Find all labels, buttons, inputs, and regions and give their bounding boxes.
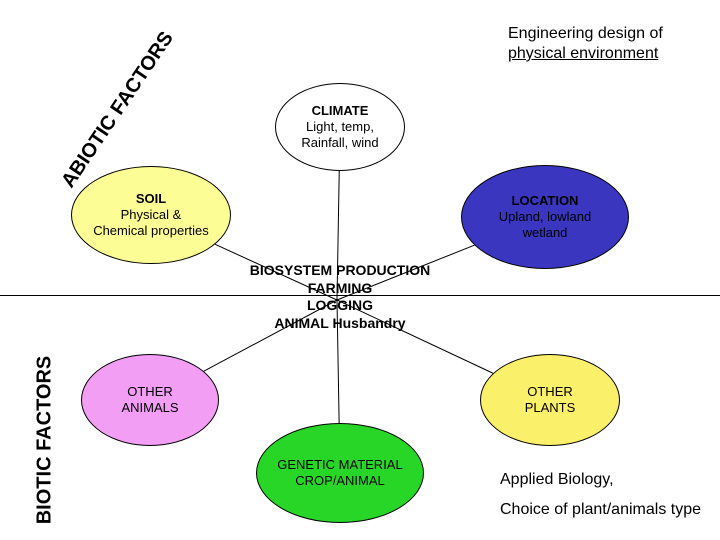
heading-top-right: Engineering design of physical environme…: [508, 24, 663, 64]
node-soil-sub2: Chemical properties: [93, 223, 209, 239]
node-animals-line2: ANIMALS: [121, 400, 178, 416]
caption-br-line1: Applied Biology,: [500, 470, 701, 490]
node-climate-title: CLIMATE: [312, 103, 369, 119]
heading-top-right-line2: physical environment: [508, 44, 663, 64]
node-other-plants: OTHER PLANTS: [480, 354, 620, 446]
center-line2: FARMING: [220, 280, 460, 298]
node-soil-sub1: Physical &: [121, 207, 182, 223]
center-line4: ANIMAL Husbandry: [220, 315, 460, 333]
node-animals-line1: OTHER: [127, 384, 173, 400]
node-plants-line1: OTHER: [527, 384, 573, 400]
center-label: BIOSYSTEM PRODUCTION FARMING LOGGING ANI…: [220, 262, 460, 332]
node-climate-sub2: Rainfall, wind: [301, 135, 378, 151]
heading-top-right-line1: Engineering design of: [508, 24, 663, 44]
node-soil-title: SOIL: [136, 191, 166, 207]
node-genetic-line2: CROP/ANIMAL: [295, 473, 385, 489]
node-location-title: LOCATION: [512, 193, 579, 209]
node-soil: SOIL Physical & Chemical properties: [71, 166, 231, 264]
node-climate-sub1: Light, temp,: [306, 119, 374, 135]
node-location-sub1: Upland, lowland: [499, 209, 592, 225]
node-location-sub2: wetland: [523, 225, 568, 241]
caption-bottom-right: Applied Biology, Choice of plant/animals…: [500, 470, 701, 520]
node-climate: CLIMATE Light, temp, Rainfall, wind: [275, 83, 405, 171]
node-location: LOCATION Upland, lowland wetland: [461, 165, 629, 269]
node-other-animals: OTHER ANIMALS: [81, 354, 219, 446]
caption-br-line2: Choice of plant/animals type: [500, 500, 701, 520]
node-genetic-material: GENETIC MATERIAL CROP/ANIMAL: [256, 423, 424, 523]
axis-label-biotic: BIOTIC FACTORS: [34, 356, 57, 525]
center-line3: LOGGING: [220, 297, 460, 315]
center-line1: BIOSYSTEM PRODUCTION: [220, 262, 460, 280]
node-genetic-line1: GENETIC MATERIAL: [277, 457, 402, 473]
node-plants-line2: PLANTS: [525, 400, 576, 416]
